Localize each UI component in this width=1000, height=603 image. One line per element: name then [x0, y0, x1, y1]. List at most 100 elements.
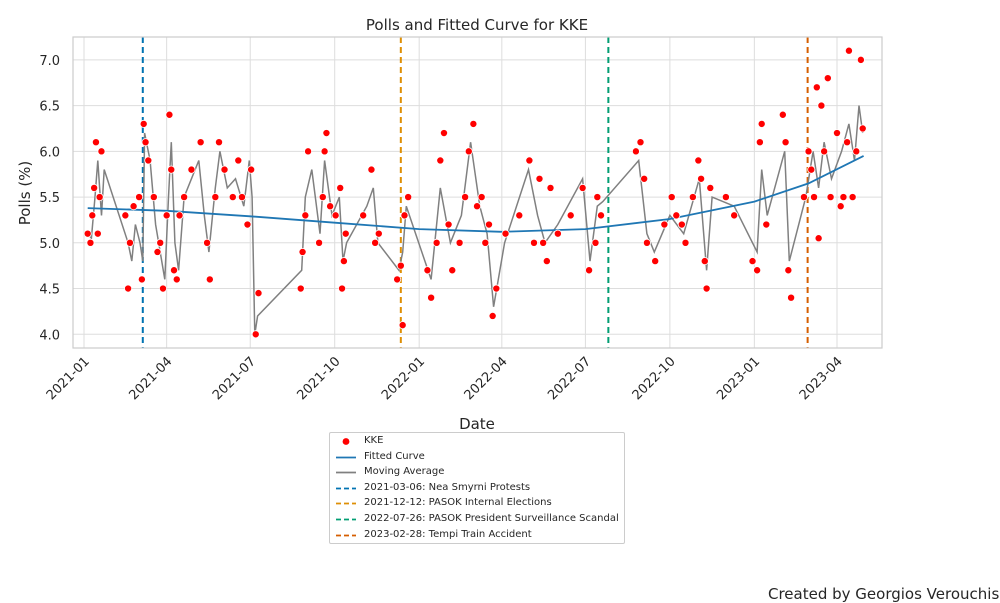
data-point	[427, 293, 436, 302]
y-tick-label: 5.0	[39, 237, 60, 252]
data-point	[153, 247, 162, 256]
legend-label: KKE	[364, 435, 384, 446]
data-point	[804, 147, 813, 156]
data-point	[757, 119, 766, 128]
data-point	[660, 220, 669, 229]
data-point	[121, 211, 130, 220]
y-tick-label: 7.0	[39, 54, 60, 69]
data-point	[326, 202, 335, 211]
legend-item: Moving Average	[330, 465, 624, 480]
x-axis-label: Date	[459, 415, 495, 433]
data-point	[762, 220, 771, 229]
data-point	[97, 147, 106, 156]
x-tick-label: 2022-01	[379, 354, 428, 403]
legend-symbol	[336, 471, 356, 474]
x-tick-label: 2022-10	[630, 354, 679, 403]
data-point	[374, 229, 383, 238]
y-tick-labels: 4.0 4.5 5.0 5.5 6.0 6.5 7.0	[39, 54, 60, 343]
data-point	[404, 193, 413, 202]
data-point	[162, 211, 171, 220]
data-point	[721, 193, 730, 202]
legend-item: 2021-03-06: Nea Smyrni Protests	[330, 481, 624, 496]
x-tick-label: 2022-07	[545, 354, 594, 403]
data-point	[488, 311, 497, 320]
chart-title: Polls and Fitted Curve for KKE	[366, 16, 588, 34]
data-point	[642, 238, 651, 247]
data-point	[215, 138, 224, 147]
data-point	[247, 165, 256, 174]
data-point	[196, 138, 205, 147]
data-point	[787, 293, 796, 302]
event-lines	[141, 37, 809, 348]
legend-label: 2023-02-28: Tempi Train Accident	[364, 528, 532, 540]
data-point	[812, 83, 821, 92]
y-tick-label: 4.5	[39, 283, 60, 298]
data-point	[546, 183, 555, 192]
data-point	[501, 229, 510, 238]
data-point	[807, 165, 816, 174]
data-point	[172, 275, 181, 284]
data-point	[636, 138, 645, 147]
data-point	[175, 211, 184, 220]
credit-text: Created by Georgios Verouchis	[768, 585, 1000, 603]
data-point	[481, 238, 490, 247]
x-tick-label: 2023-04	[797, 354, 846, 403]
data-point	[706, 183, 715, 192]
data-point	[203, 238, 212, 247]
data-point	[591, 238, 600, 247]
data-point	[436, 156, 445, 165]
data-point	[141, 138, 150, 147]
legend-label: 2021-03-06: Nea Smyrni Protests	[364, 481, 531, 493]
data-point	[799, 193, 808, 202]
legend-item: 2021-12-12: PASOK Internal Elections	[330, 496, 624, 511]
data-point	[694, 156, 703, 165]
legend-symbol	[336, 534, 356, 536]
data-point	[597, 211, 606, 220]
data-point	[137, 275, 146, 284]
data-point	[320, 147, 329, 156]
data-point	[525, 156, 534, 165]
data-point	[298, 247, 307, 256]
x-tick-label: 2021-07	[210, 354, 259, 403]
data-point	[187, 165, 196, 174]
legend-symbol	[336, 518, 356, 521]
legend-label: 2022-07-26: PASOK President Surveillance…	[364, 513, 619, 524]
legend-marker	[342, 438, 350, 445]
data-point	[95, 193, 104, 202]
data-point	[331, 211, 340, 220]
data-point	[448, 266, 457, 275]
y-tick-label: 4.0	[39, 328, 60, 343]
data-point	[180, 193, 189, 202]
data-point	[371, 238, 380, 247]
x-tick-label: 2021-10	[295, 354, 344, 403]
plot-area	[83, 37, 867, 348]
data-point	[672, 211, 681, 220]
data-point	[667, 193, 676, 202]
data-point	[432, 238, 441, 247]
data-point	[237, 193, 246, 202]
data-point	[778, 110, 787, 119]
data-point	[688, 193, 697, 202]
data-point	[144, 156, 153, 165]
data-point	[341, 229, 350, 238]
data-point	[781, 138, 790, 147]
data-point	[170, 266, 179, 275]
legend-label: Fitted Curve	[364, 450, 425, 462]
data-point	[398, 321, 407, 330]
data-point	[93, 229, 102, 238]
data-point	[439, 129, 448, 138]
data-point	[251, 330, 260, 339]
data-point	[810, 193, 819, 202]
data-point	[640, 174, 649, 183]
data-point	[553, 229, 562, 238]
plot-frame	[72, 36, 883, 349]
legend-item: KKE	[330, 434, 624, 449]
data-point	[492, 284, 501, 293]
data-point	[367, 165, 376, 174]
data-point	[220, 165, 229, 174]
data-point	[477, 193, 486, 202]
data-point	[578, 183, 587, 192]
data-point	[539, 238, 548, 247]
legend-symbol	[342, 438, 350, 445]
x-tick-label: 2021-04	[126, 354, 175, 403]
